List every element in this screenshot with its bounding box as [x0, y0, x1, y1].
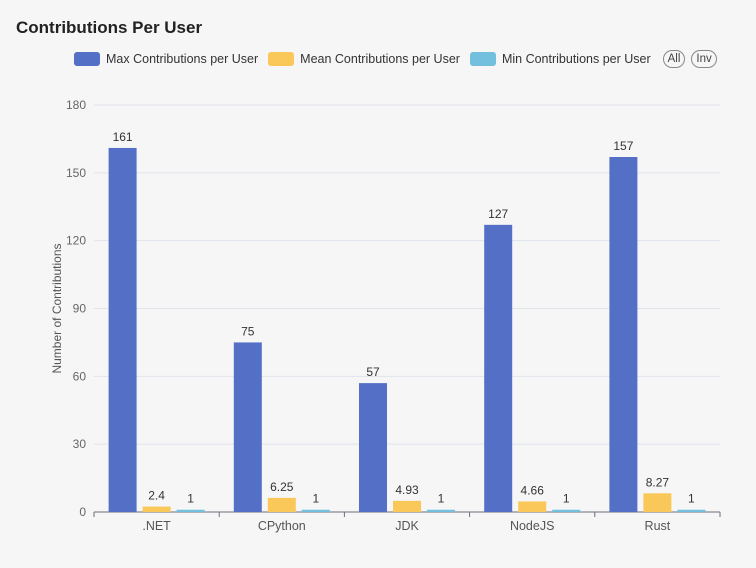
legend-item-min[interactable]: Min Contributions per User — [469, 52, 651, 66]
data-label: 127 — [488, 207, 508, 221]
data-label: 2.4 — [148, 489, 165, 503]
chart-legend: Max Contributions per User Mean Contribu… — [74, 50, 736, 68]
data-label: 1 — [438, 492, 445, 506]
y-tick-label: 150 — [66, 166, 86, 180]
legend-label-min: Min Contributions per User — [501, 52, 651, 66]
data-label: 8.27 — [646, 475, 670, 489]
legend-swatch-max — [74, 52, 100, 66]
legend-item-mean[interactable]: Mean Contributions per User — [268, 52, 460, 66]
y-tick-label: 180 — [66, 98, 86, 112]
legend-swatch-mean — [268, 52, 295, 66]
bar — [108, 147, 137, 512]
legend-item-max[interactable]: Max Contributions per User — [74, 52, 258, 66]
data-label: 4.93 — [395, 483, 419, 497]
y-tick-label: 120 — [66, 234, 86, 248]
y-tick-label: 30 — [73, 437, 87, 451]
y-axis-label: Number of Contributions — [50, 243, 64, 373]
chart-title: Contributions Per User — [16, 18, 203, 37]
bar — [233, 342, 262, 512]
bar — [484, 224, 513, 513]
x-tick-label: .NET — [142, 519, 171, 533]
x-tick-label: NodeJS — [510, 519, 554, 533]
bar — [643, 493, 672, 512]
legend-label-max: Max Contributions per User — [106, 52, 259, 66]
data-label: 1 — [563, 492, 570, 506]
bar — [359, 383, 387, 512]
data-label: 161 — [113, 130, 133, 144]
data-label: 6.25 — [270, 480, 294, 494]
y-tick-label: 90 — [73, 302, 87, 316]
data-label: 75 — [241, 324, 255, 338]
data-label: 4.66 — [521, 483, 545, 497]
bar — [609, 157, 638, 512]
bar — [677, 509, 706, 512]
bar — [301, 509, 330, 512]
x-tick-label: CPython — [258, 519, 306, 533]
y-tick-label: 60 — [73, 369, 87, 383]
data-label: 1 — [688, 492, 695, 506]
bar — [427, 509, 455, 512]
legend-label-mean: Mean Contributions per User — [300, 52, 460, 66]
bar — [267, 497, 296, 512]
bar — [393, 500, 421, 512]
bar — [176, 509, 205, 512]
data-label: 1 — [187, 492, 194, 506]
bar — [142, 506, 171, 512]
inverse-selection-button[interactable]: Inv — [691, 50, 717, 68]
x-tick-label: Rust — [645, 519, 671, 533]
bar — [518, 501, 547, 512]
data-label: 1 — [312, 492, 319, 506]
select-all-button[interactable]: All — [662, 50, 686, 68]
data-label: 57 — [366, 365, 380, 379]
x-tick-label: JDK — [395, 519, 419, 533]
data-label: 157 — [613, 139, 633, 153]
legend-swatch-min — [469, 52, 496, 66]
y-tick-label: 0 — [79, 505, 86, 519]
bar — [552, 509, 581, 512]
